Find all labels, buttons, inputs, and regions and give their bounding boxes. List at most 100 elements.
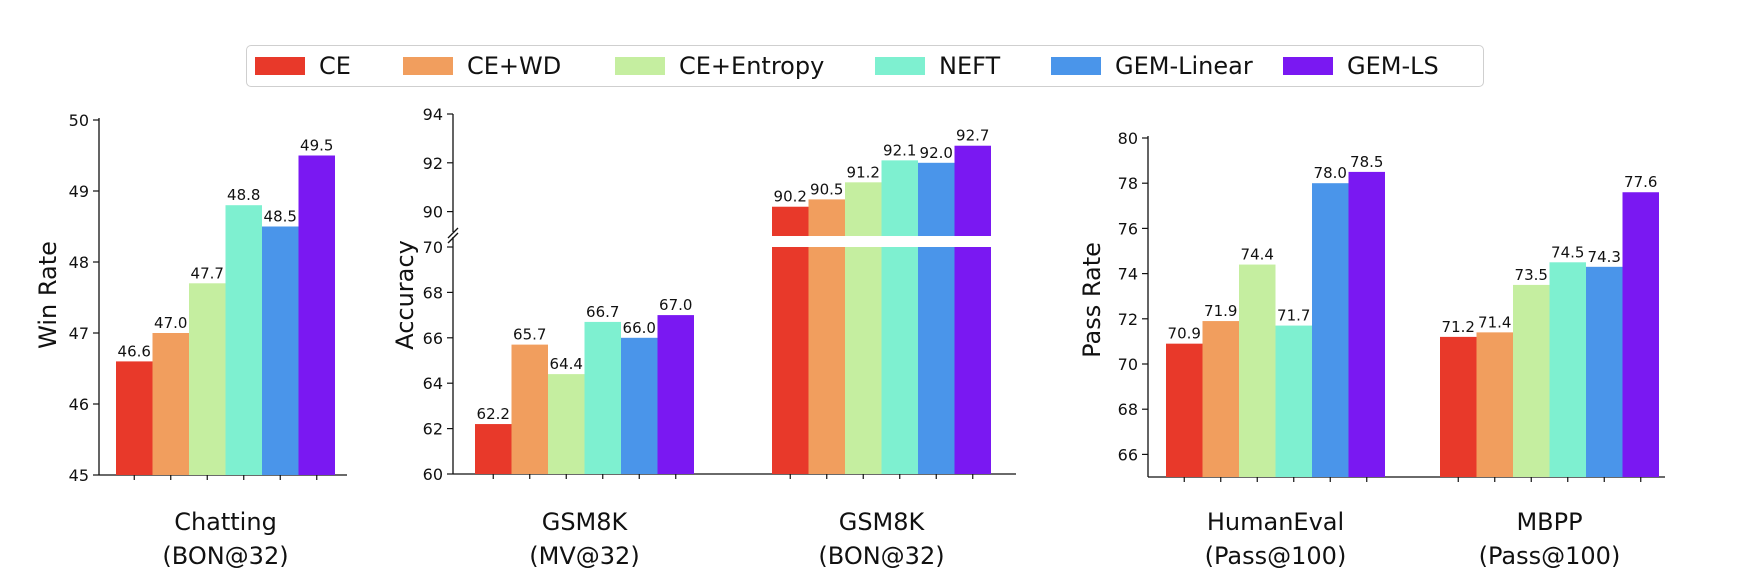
bar	[954, 145, 991, 236]
category-label: (BON@32)	[162, 542, 288, 570]
data-label: 48.8	[227, 186, 260, 204]
data-label: 73.5	[1515, 266, 1548, 284]
bar-lower-segment	[808, 247, 845, 474]
y-tick-label: 78	[1118, 174, 1138, 193]
bar	[1166, 343, 1203, 477]
data-label: 71.2	[1442, 318, 1475, 336]
y-tick-label: 70	[423, 238, 443, 257]
bar-lower-segment	[845, 247, 882, 474]
bar	[1239, 264, 1276, 477]
bar	[881, 160, 918, 236]
bar	[918, 162, 955, 236]
y-tick-label: 90	[423, 203, 443, 222]
y-tick-label: 66	[1118, 445, 1138, 464]
data-label: 65.7	[513, 326, 546, 344]
y-tick-label: 49	[69, 182, 89, 201]
data-label: 90.2	[774, 188, 807, 206]
legend-label: CE	[319, 52, 351, 80]
data-label: 71.9	[1204, 302, 1237, 320]
legend-item-gem-ls: GEM-LS	[1283, 46, 1439, 86]
y-tick-label: 94	[423, 105, 443, 124]
legend-swatch	[255, 57, 305, 75]
category-label: (Pass@100)	[1205, 542, 1347, 570]
bar	[189, 283, 226, 475]
y-tick-label: 92	[423, 154, 443, 173]
data-label: 49.5	[300, 137, 333, 155]
bar-lower-segment	[881, 247, 918, 474]
bar	[657, 315, 694, 474]
y-tick-label: 64	[423, 374, 443, 393]
bar	[475, 424, 512, 474]
y-tick-label: 60	[423, 465, 443, 484]
y-tick-label: 47	[69, 324, 89, 343]
bar	[808, 199, 845, 236]
bar	[225, 205, 262, 475]
data-label: 78.5	[1350, 153, 1383, 171]
y-tick-label: 72	[1118, 310, 1138, 329]
data-label: 77.6	[1624, 173, 1657, 191]
y-tick-label: 45	[69, 466, 89, 485]
data-label: 92.1	[883, 141, 916, 159]
y-tick-label: 70	[1118, 355, 1138, 374]
bar-lower-segment	[954, 247, 991, 474]
axis-break-mark	[447, 232, 459, 244]
data-label: 71.7	[1277, 307, 1310, 325]
data-label: 71.4	[1478, 313, 1511, 331]
data-label: 70.9	[1168, 325, 1201, 343]
bar	[1202, 321, 1239, 477]
bar	[548, 374, 585, 474]
legend-item-neft: NEFT	[875, 46, 1000, 86]
data-label: 47.7	[191, 264, 224, 282]
data-label: 47.0	[154, 314, 187, 332]
legend-swatch	[1051, 57, 1101, 75]
category-label: Chatting	[174, 508, 277, 536]
legend-item-ce-entropy: CE+Entropy	[615, 46, 824, 86]
y-tick-label: 68	[1118, 400, 1138, 419]
bar	[1549, 262, 1586, 477]
y-tick-label: 76	[1118, 219, 1138, 238]
bar	[845, 182, 882, 236]
bar	[1476, 332, 1513, 477]
bar	[584, 321, 621, 474]
legend-label: GEM-Linear	[1115, 52, 1253, 80]
data-label: 74.3	[1588, 248, 1621, 266]
y-tick-label: 62	[423, 420, 443, 439]
legend-label: CE+WD	[467, 52, 562, 80]
data-label: 67.0	[659, 296, 692, 314]
data-label: 78.0	[1314, 164, 1347, 182]
category-label: GSM8K	[542, 508, 629, 536]
bar	[262, 226, 299, 475]
bar	[1440, 336, 1477, 477]
bar-lower-segment	[772, 247, 809, 474]
bar	[621, 337, 658, 474]
legend-swatch	[1283, 57, 1333, 75]
category-label: (MV@32)	[529, 542, 639, 570]
data-label: 90.5	[810, 180, 843, 198]
y-tick-label: 74	[1118, 265, 1138, 284]
legend-label: NEFT	[939, 52, 1001, 80]
data-label: 64.4	[550, 355, 583, 373]
data-label: 74.5	[1551, 243, 1584, 261]
legend-swatch	[875, 57, 925, 75]
category-label: GSM8K	[839, 508, 926, 536]
data-label: 92.7	[956, 127, 989, 145]
bar	[1586, 266, 1623, 477]
y-axis-label: Accuracy	[391, 240, 419, 350]
data-label: 66.7	[586, 303, 619, 321]
y-axis-label: Win Rate	[34, 241, 62, 349]
bar	[772, 206, 809, 236]
y-tick-label: 48	[69, 253, 89, 272]
data-label: 66.0	[623, 319, 656, 337]
legend: CE CE+WD CE+Entropy NEFT GEM-Linear GEM-…	[246, 45, 1484, 87]
bar-lower-segment	[918, 247, 955, 474]
legend-swatch	[403, 57, 453, 75]
data-label: 48.5	[264, 208, 297, 226]
y-tick-label: 68	[423, 283, 443, 302]
data-label: 92.0	[920, 144, 953, 162]
legend-label: GEM-LS	[1347, 52, 1439, 80]
y-axis-label: Pass Rate	[1078, 242, 1106, 358]
bar	[116, 361, 153, 475]
data-label: 74.4	[1241, 246, 1274, 264]
y-tick-label: 46	[69, 395, 89, 414]
